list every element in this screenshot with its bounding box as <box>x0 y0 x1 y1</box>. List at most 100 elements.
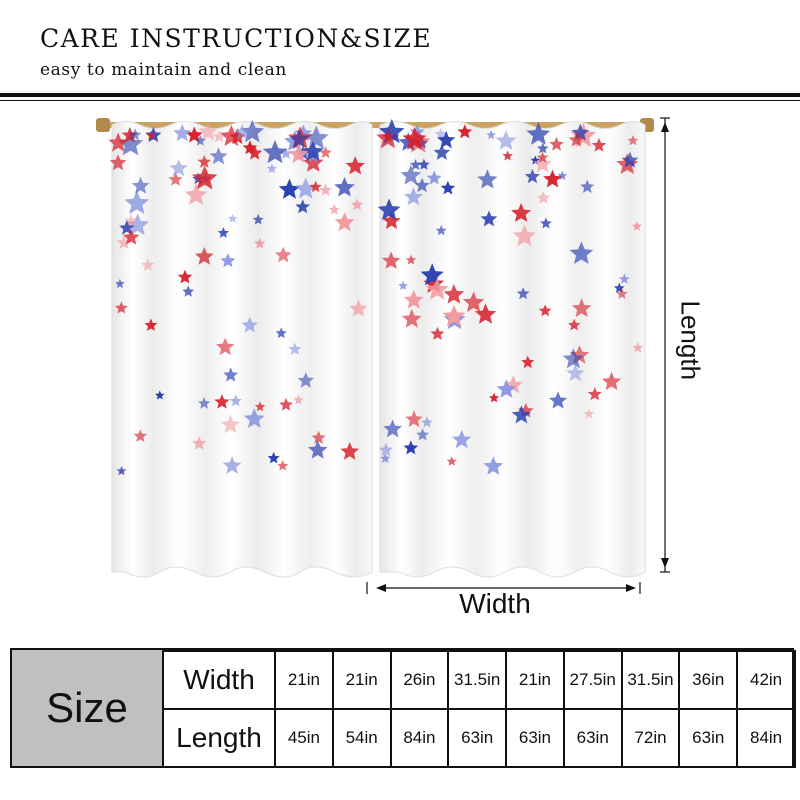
size-values-table: Width 21in 21in 26in 31.5in 21in 27.5in … <box>162 650 796 768</box>
star-shape <box>495 130 517 150</box>
star-shape <box>380 453 391 463</box>
star-shape <box>601 371 622 391</box>
table-cell: 42in <box>736 650 796 710</box>
star-shape <box>379 442 393 457</box>
star-shape <box>571 298 592 317</box>
star-shape <box>434 127 447 140</box>
star-shape <box>521 355 535 369</box>
star-shape <box>430 326 445 340</box>
star-shape <box>197 397 211 409</box>
star-shape <box>621 151 639 168</box>
star-shape <box>124 190 150 215</box>
star-shape <box>452 429 472 449</box>
star-shape <box>303 152 324 172</box>
star-shape <box>404 187 423 206</box>
star-shape <box>288 342 302 355</box>
star-shape <box>619 273 630 284</box>
star-shape <box>443 284 465 304</box>
star-shape <box>405 410 423 428</box>
star-shape <box>319 146 332 158</box>
star-shape <box>549 136 564 151</box>
star-shape <box>568 318 581 331</box>
star-shape <box>192 436 207 450</box>
star-shape <box>254 237 266 249</box>
table-cell: 84in <box>389 708 450 768</box>
star-shape <box>184 183 208 205</box>
row-header-width: Width <box>162 650 276 710</box>
star-shape <box>108 132 129 152</box>
star-shape <box>562 348 584 369</box>
star-shape <box>319 183 332 196</box>
length-dimension-line <box>660 117 670 573</box>
star-shape <box>334 177 355 197</box>
star-shape <box>254 401 266 412</box>
star-shape <box>543 169 562 188</box>
star-shape <box>632 342 644 353</box>
star-shape <box>243 408 265 428</box>
star-shape <box>128 128 142 141</box>
width-label: Width <box>459 588 531 619</box>
star-shape <box>252 213 264 225</box>
star-shape <box>477 169 498 189</box>
star-shape <box>288 144 309 164</box>
star-shape <box>526 122 551 145</box>
star-shape <box>615 287 628 300</box>
star-shape <box>516 287 530 300</box>
star-shape <box>262 140 288 164</box>
star-shape <box>421 416 433 428</box>
star-shape <box>591 137 607 152</box>
star-shape <box>144 318 158 331</box>
divider-thick <box>0 93 800 97</box>
table-cell: 45in <box>274 708 334 768</box>
curtain-panel-right <box>379 121 646 578</box>
star-shape <box>334 212 355 232</box>
star-shape <box>122 228 140 245</box>
row-header-length: Length <box>162 708 276 768</box>
star-shape <box>217 227 230 238</box>
star-shape <box>220 253 236 268</box>
table-cell: 31.5in <box>447 650 508 710</box>
star-shape <box>446 456 457 466</box>
star-shape <box>131 176 150 194</box>
star-shape <box>414 177 430 193</box>
star-shape <box>303 125 329 150</box>
star-shape <box>220 124 243 147</box>
star-shape <box>197 155 211 168</box>
star-shape <box>580 179 595 193</box>
table-cell: 63in <box>678 708 739 768</box>
table-cell: 84in <box>736 708 796 768</box>
star-shape <box>116 466 127 476</box>
star-shape <box>511 405 531 424</box>
star-shape <box>216 337 235 356</box>
star-shape <box>146 130 157 140</box>
star-shape <box>340 442 360 460</box>
star-shape <box>568 132 585 147</box>
star-shape <box>409 159 422 170</box>
star-shape <box>297 372 314 388</box>
star-shape <box>502 150 513 161</box>
star-shape <box>418 158 430 170</box>
star-shape <box>632 221 642 231</box>
star-shape <box>155 390 165 400</box>
table-cell: 63in <box>562 708 623 768</box>
star-shape <box>212 129 226 143</box>
star-shape <box>457 124 473 139</box>
star-shape <box>401 308 422 328</box>
star-shape <box>116 235 132 249</box>
width-dimension-line <box>366 582 641 594</box>
table-cell: 21in <box>505 650 565 710</box>
divider-thin <box>0 100 800 101</box>
star-shape <box>409 124 425 139</box>
star-shape <box>169 159 188 177</box>
star-shape <box>114 301 128 314</box>
star-shape <box>214 394 230 409</box>
star-shape <box>530 155 541 165</box>
star-shape <box>381 130 395 142</box>
star-shape <box>349 299 368 317</box>
star-shape <box>115 278 125 289</box>
star-shape <box>295 199 311 214</box>
star-shape <box>302 140 324 161</box>
star-shape <box>587 387 602 401</box>
star-shape <box>185 126 203 143</box>
star-shape <box>141 258 155 271</box>
